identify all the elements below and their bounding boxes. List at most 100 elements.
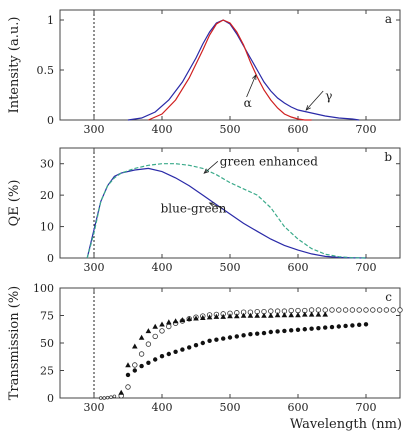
y-tick-label: 100 <box>33 282 54 295</box>
data-point <box>295 327 301 332</box>
data-point <box>376 307 383 313</box>
panel-letter: a <box>385 12 392 26</box>
data-point <box>363 307 369 313</box>
data-point <box>309 326 314 331</box>
data-point <box>316 325 321 331</box>
data-point <box>172 318 179 324</box>
data-point <box>275 329 280 334</box>
data-point <box>166 323 172 330</box>
y-tick-label: 10 <box>40 221 54 234</box>
data-point <box>281 312 288 318</box>
data-point <box>282 328 287 334</box>
x-tick-label: 400 <box>152 401 173 414</box>
annotation-arrow <box>305 90 324 111</box>
x-tick-label: 700 <box>356 401 377 414</box>
data-point <box>214 337 219 342</box>
data-point <box>206 314 213 320</box>
data-point <box>139 363 144 369</box>
panel-c: 300 400 500 600 700 0 25 50 75 100 Transmission (%… <box>7 282 403 432</box>
x-tick-label: 600 <box>288 261 309 274</box>
data-point <box>145 341 152 347</box>
data-point <box>112 394 117 399</box>
data-point <box>343 323 348 329</box>
annotation-arrowhead <box>208 202 215 207</box>
data-point <box>390 307 396 313</box>
data-point <box>350 323 355 328</box>
x-tick-label: 600 <box>288 123 309 136</box>
data-point <box>261 312 267 318</box>
x-tick-label: 700 <box>356 123 377 136</box>
y-axis-label: Intensity (a.u.) <box>7 17 22 114</box>
data-point <box>153 357 158 362</box>
data-point <box>145 328 152 334</box>
data-point <box>255 331 260 336</box>
data-point <box>186 316 192 322</box>
data-point <box>159 321 165 327</box>
data-point <box>187 345 192 350</box>
x-tick-label: 400 <box>152 123 173 136</box>
data-point <box>193 343 199 348</box>
data-point <box>179 317 186 323</box>
plot-frame <box>59 9 401 121</box>
data-point <box>125 372 131 378</box>
annotation-label: green enhanced <box>220 154 318 168</box>
data-point <box>166 351 171 357</box>
data-point <box>227 313 233 319</box>
data-point <box>173 349 178 354</box>
y-tick-label: 25 <box>40 365 54 378</box>
x-tick-label: 300 <box>84 401 105 414</box>
data-point <box>234 313 240 319</box>
series-line-green-enhanced <box>86 163 367 259</box>
data-point <box>261 330 267 336</box>
y-axis-label: Transmission (%) <box>7 286 22 401</box>
data-point <box>241 333 246 338</box>
x-tick-label: 500 <box>220 123 241 136</box>
y-tick-label: 30 <box>40 158 54 171</box>
data-point <box>357 322 362 328</box>
y-tick-label: 75 <box>40 310 54 323</box>
data-point <box>349 307 356 313</box>
y-tick-label: 0 <box>47 392 54 405</box>
x-tick-label: 500 <box>220 261 241 274</box>
data-point <box>180 347 185 352</box>
annotation-label: α <box>244 96 252 110</box>
y-tick-label: 20 <box>40 189 54 202</box>
x-tick-label: 300 <box>84 123 105 136</box>
data-point <box>274 312 281 318</box>
data-point <box>159 328 165 334</box>
data-point <box>146 360 151 365</box>
data-point <box>363 322 369 327</box>
data-point <box>152 333 158 340</box>
data-point <box>289 328 294 333</box>
annotation-label: blue-green <box>161 201 227 215</box>
y-tick-label: 1 <box>47 14 54 27</box>
data-point <box>132 368 137 373</box>
x-tick-label: 600 <box>288 401 309 414</box>
data-point <box>118 389 124 395</box>
data-point <box>227 335 233 340</box>
y-tick-label: 0 <box>47 114 54 127</box>
data-point <box>370 307 376 313</box>
data-point <box>315 311 322 317</box>
data-point <box>295 312 301 318</box>
series-line-alpha <box>148 19 312 121</box>
data-point <box>138 351 145 357</box>
annotation-label: γ <box>325 89 332 103</box>
data-point <box>159 354 165 359</box>
data-point <box>200 314 206 320</box>
annotation-arrowhead <box>203 168 210 174</box>
data-point <box>99 396 103 400</box>
annotation-arrow <box>209 202 223 209</box>
data-point <box>132 343 138 349</box>
y-tick-label: 0 <box>47 252 54 265</box>
data-point <box>323 325 328 330</box>
y-tick-label: 50 <box>40 337 54 350</box>
panel-a: 300 400 500 600 700 0 0.5 1 Intensity (a.u.) a α γ <box>7 9 401 136</box>
data-point <box>166 319 172 325</box>
data-point <box>125 362 131 368</box>
x-tick-label: 700 <box>356 261 377 274</box>
data-point <box>268 329 273 335</box>
x-tick-label: 400 <box>152 261 173 274</box>
annotation-arrow <box>203 160 219 174</box>
data-point <box>132 362 138 368</box>
